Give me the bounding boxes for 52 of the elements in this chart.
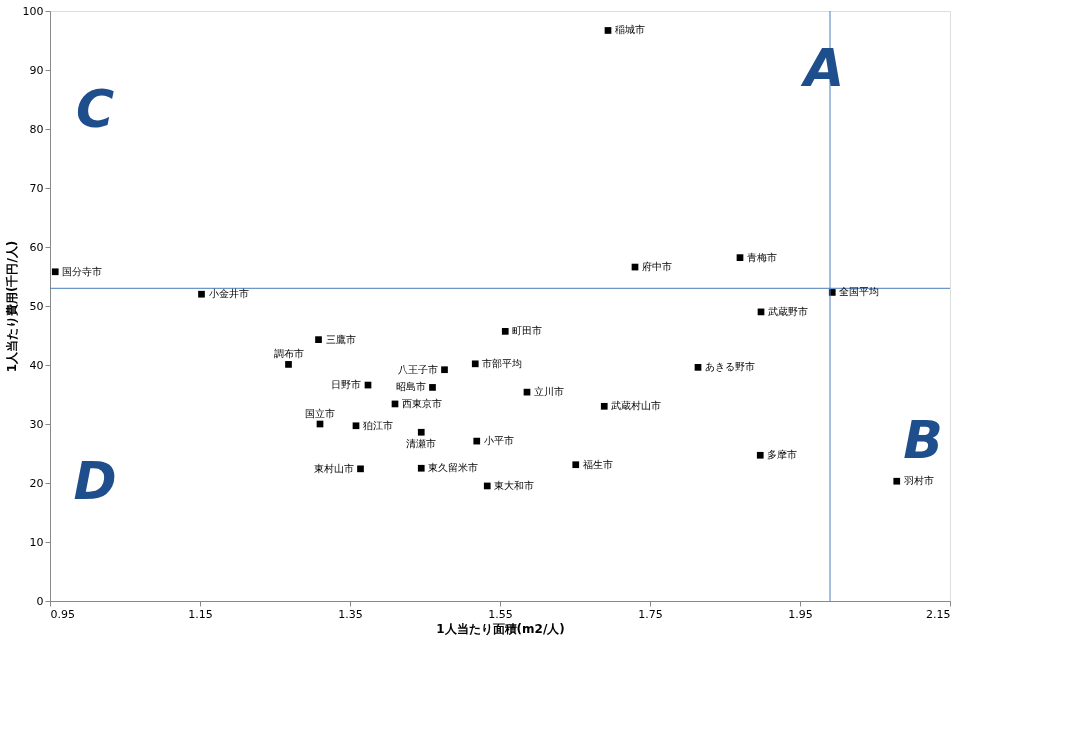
annotation: 武蔵村山市 xyxy=(611,400,662,412)
y-tick-label: 100 xyxy=(22,4,44,18)
annotation: 立川市 xyxy=(534,386,564,398)
y-tick-label: 40 xyxy=(29,358,44,372)
annotation: D xyxy=(73,451,117,511)
annotation: 清瀬市 xyxy=(406,438,437,450)
y-tick-label: 20 xyxy=(29,476,44,490)
annotation: 東村山市 xyxy=(313,462,354,474)
x-tick-label: 1.75 xyxy=(638,607,663,621)
annotation: 多摩市 xyxy=(767,449,798,461)
annotation: 小平市 xyxy=(483,435,514,447)
annotation: 町田市 xyxy=(512,325,543,337)
x-tick-label: 1.35 xyxy=(338,607,363,621)
y-tick-label: 90 xyxy=(29,63,44,77)
x-tick-label: 1.95 xyxy=(788,607,813,621)
annotation: 国分寺市 xyxy=(62,265,103,277)
y-tick-label: 80 xyxy=(29,122,44,136)
annotation: B xyxy=(903,409,943,470)
annotation: 市部平均 xyxy=(482,357,523,369)
annotation: 羽村市 xyxy=(903,475,934,487)
x-tick-label: 0.95 xyxy=(50,607,75,621)
annotation: 狛江市 xyxy=(363,419,393,431)
annotation: 全国平均 xyxy=(839,286,880,298)
annotation: 東大和市 xyxy=(494,479,535,491)
annotation: A xyxy=(799,38,845,98)
x-tick-label: 1.55 xyxy=(488,607,513,621)
y-axis-title: 1人当たり費用(千円/人) xyxy=(4,240,19,373)
annotation: 調布市 xyxy=(273,348,304,360)
annotation: 昭島市 xyxy=(395,381,426,393)
annotation: 府中市 xyxy=(642,261,672,273)
y-tick-label: 50 xyxy=(29,299,44,313)
annotation: 三鷹市 xyxy=(325,333,356,345)
y-tick-label: 70 xyxy=(29,181,44,195)
annotation: 武蔵野市 xyxy=(768,305,808,317)
annotation: 日野市 xyxy=(331,379,361,391)
y-tick-label: 30 xyxy=(29,417,44,431)
annotation: 小金井市 xyxy=(208,288,249,300)
annotation: 西東京市 xyxy=(402,397,442,409)
annotation: 青梅市 xyxy=(747,251,777,263)
annotation: 東久留米市 xyxy=(428,462,479,474)
annotation: 稲城市 xyxy=(615,24,645,36)
annotation: C xyxy=(75,79,115,140)
annotation: 国立市 xyxy=(305,408,335,419)
annotation: 福生市 xyxy=(582,458,613,470)
y-tick-label: 10 xyxy=(29,535,44,549)
x-tick-label: 2.15 xyxy=(926,607,951,621)
annotation: あきる野市 xyxy=(705,361,755,373)
y-tick-label: 60 xyxy=(29,240,44,254)
y-tick-label: 0 xyxy=(36,594,44,608)
annotation: 八王子市 xyxy=(397,363,438,375)
x-axis-title: 1人当たり面積(m2/人) xyxy=(436,621,565,636)
x-tick-label: 1.15 xyxy=(188,607,213,621)
